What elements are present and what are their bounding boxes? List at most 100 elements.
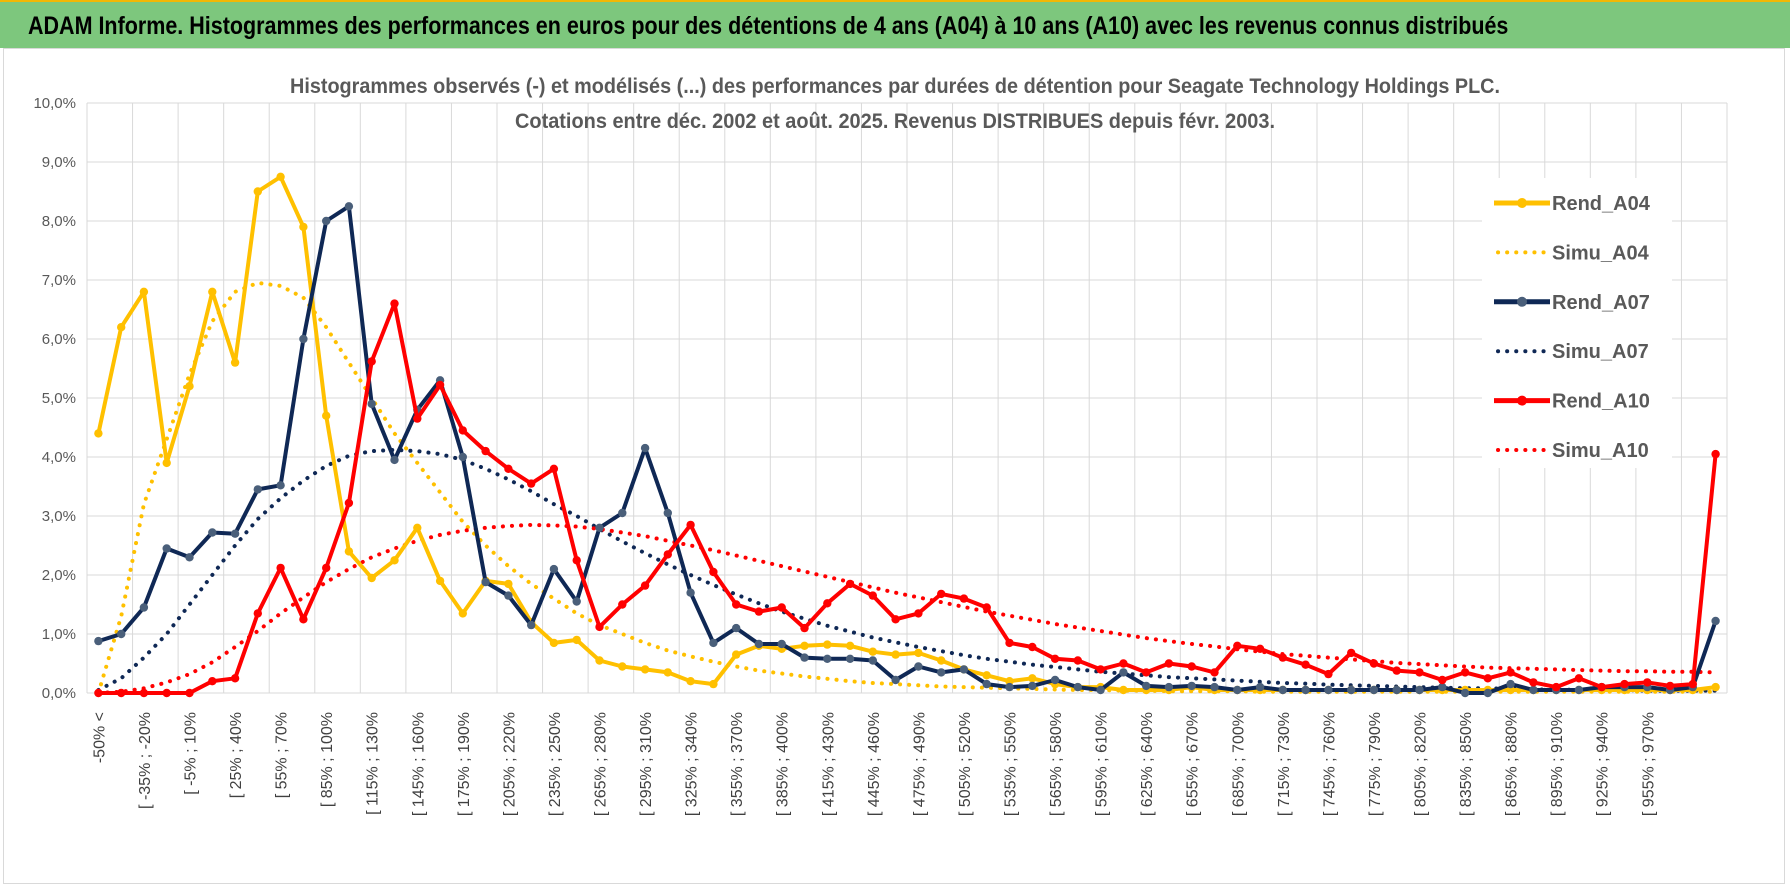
data-point [1164,659,1174,668]
x-tick-label: [ 385% ; 400% [775,712,792,816]
data-point [435,380,445,390]
data-point [982,603,991,612]
data-point [1255,682,1265,692]
data-point [1711,616,1720,626]
data-point [94,636,103,646]
data-point [1164,682,1174,692]
data-point [230,529,240,538]
data-point [504,464,513,473]
data-point [1096,685,1105,695]
data-point [458,452,467,462]
data-point [230,674,240,683]
data-point [618,600,627,609]
data-point [937,656,946,665]
legend-label: Rend_A10 [1552,391,1650,413]
data-point [914,609,923,618]
data-point [117,688,126,698]
data-point [139,688,149,698]
data-point [1119,659,1128,668]
data-point [162,458,171,468]
data-point [982,679,991,689]
data-point [1096,665,1105,674]
x-tick-label: [ 415% ; 430% [820,712,837,816]
series-Rend_A07 [94,202,1720,698]
data-point [572,635,581,645]
data-point [230,358,240,367]
data-point [162,544,171,553]
data-point [1301,660,1310,669]
data-point [413,414,422,423]
data-point [640,581,650,590]
data-point [435,576,445,586]
data-point [413,523,422,532]
x-tick-label: [ 685% ; 700% [1230,712,1247,816]
data-point [185,553,194,562]
data-point [845,579,855,589]
data-point [253,485,262,494]
report-banner: ADAM Informe. Histogrammes des performan… [0,0,1790,48]
x-tick-label: [ 535% ; 550% [1003,712,1020,816]
data-point [640,443,650,453]
data-point [640,665,650,674]
data-point [572,597,581,606]
chart-subtitle: Cotations entre déc. 2002 et août. 2025.… [515,110,1275,133]
x-tick-label: [ 85% ; 100% [319,712,336,807]
x-tick-label: [ 445% ; 460% [866,712,883,816]
data-point [663,550,672,559]
data-point [800,641,809,650]
data-point [1233,641,1242,650]
data-point [527,479,536,488]
data-point [1050,654,1060,663]
y-axis-ticks: 0,0% 1,0% 2,0% 3,0% 4,0% 5,0% 6,0% 7,0% 8,0% 9,0%… [33,95,76,702]
data-point [1005,682,1014,692]
data-point [390,556,399,565]
data-point [1187,662,1196,671]
data-point [1438,682,1447,692]
data-point [1415,685,1424,695]
data-point [709,567,718,577]
data-point [1574,685,1584,695]
data-point [549,464,559,473]
data-point [94,688,103,698]
y-tick-label: 5,0% [42,390,76,407]
legend-item-Simu_A07: Simu_A07 [1496,341,1649,363]
data-point [1324,669,1333,679]
data-point [1529,678,1538,687]
data-point [549,564,559,574]
legend-label: Simu_A07 [1552,341,1649,363]
series-Simu_A07 [96,447,1718,693]
legend-label: Simu_A10 [1552,440,1649,462]
data-point [959,594,969,603]
data-point [1119,668,1128,677]
data-point [1506,685,1515,695]
y-tick-label: 1,0% [42,626,76,643]
data-point [367,399,376,409]
x-tick-label: [ 205% ; 220% [501,712,518,816]
data-point [754,639,764,649]
chart-frame [3,48,1785,884]
data-point [595,622,604,632]
data-point [914,662,923,671]
x-tick-label: [ 475% ; 490% [911,712,928,816]
data-point [1073,656,1083,665]
data-point [117,323,126,332]
x-tick-label: [ 745% ; 760% [1321,712,1338,816]
y-tick-label: 7,0% [42,272,76,289]
data-point [618,662,627,671]
x-tick-label: [ 25% ; 40% [228,712,245,798]
data-point [299,615,308,624]
data-point [982,671,991,680]
data-point [322,411,331,420]
data-point [481,446,490,456]
x-tick-label: [ 55% ; 70% [274,712,291,798]
x-tick-label: [ 865% ; 880% [1504,712,1521,816]
data-point [1347,648,1356,658]
data-point [299,222,308,232]
data-point [344,547,354,556]
data-point [868,591,877,600]
data-point [1073,682,1083,692]
x-tick-label: [ 265% ; 280% [593,712,610,816]
series-Simu_A10 [96,522,1718,695]
series-Rend_A10 [94,299,1720,698]
